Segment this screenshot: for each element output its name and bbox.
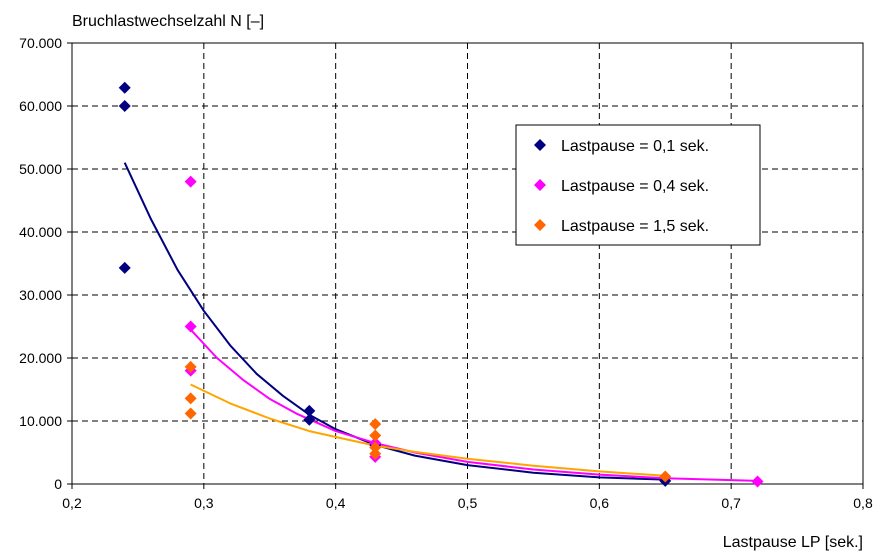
legend: Lastpause = 0,1 sek. Lastpause = 0,4 sek.… — [515, 124, 761, 246]
y-tick-label: 40.000 — [19, 224, 62, 240]
data-point-series-3 — [369, 429, 382, 442]
legend-marker — [534, 179, 546, 191]
data-point-series-1 — [303, 413, 316, 426]
data-point-series-3 — [184, 360, 197, 373]
y-tick-label: 20.000 — [19, 350, 62, 366]
data-point-series-3 — [369, 441, 382, 454]
data-point-series-3 — [369, 447, 382, 460]
legend-marker — [534, 219, 546, 231]
data-point-series-2 — [184, 320, 197, 333]
y-axis-label: Bruchlastwechselzahl N [–] — [72, 13, 264, 30]
x-tick-label: 0,3 — [194, 495, 214, 511]
data-point-series-1 — [118, 100, 131, 112]
x-axis-label: Lastpause LP [sek.] — [723, 534, 863, 551]
x-tick-label: 0,8 — [853, 495, 873, 511]
data-point-series-1 — [118, 81, 131, 94]
legend-entry: Lastpause = 1,5 sek. — [561, 218, 709, 235]
x-tick-label: 0,4 — [326, 495, 346, 511]
legend-marker — [534, 139, 546, 151]
data-points — [118, 81, 764, 488]
y-axis-ticks: 0 10.000 20.000 30.000 40.000 50.000 60.000 70.… — [19, 35, 72, 492]
data-point-series-3 — [369, 418, 382, 431]
grid — [72, 43, 863, 484]
data-point-series-3 — [659, 470, 672, 483]
x-tick-label: 0,2 — [62, 495, 82, 511]
y-tick-label: 70.000 — [19, 35, 62, 51]
data-point-series-2 — [184, 175, 197, 188]
y-tick-label: 50.000 — [19, 161, 62, 177]
legend-entry: Lastpause = 0,4 sek. — [561, 178, 709, 195]
trendline-series-3 — [190, 383, 666, 477]
x-tick-label: 0,7 — [721, 495, 741, 511]
trendline-series-2 — [189, 328, 758, 482]
data-point-series-3 — [184, 392, 197, 405]
y-tick-label: 30.000 — [19, 287, 62, 303]
legend-entry: Lastpause = 0,1 sek. — [561, 138, 709, 155]
y-tick-label: 10.000 — [19, 413, 62, 429]
y-tick-label: 0 — [54, 476, 62, 492]
data-point-series-2 — [751, 475, 764, 488]
y-tick-label: 60.000 — [19, 98, 62, 114]
data-point-series-3 — [184, 407, 197, 420]
data-point-series-1 — [303, 404, 316, 417]
legend-box — [515, 124, 761, 246]
x-tick-label: 0,6 — [590, 495, 610, 511]
data-point-series-1 — [118, 261, 131, 274]
x-tick-label: 0,5 — [458, 495, 478, 511]
x-axis-ticks: 0,2 0,3 0,4 0,5 0,6 0,7 0,8 — [62, 484, 873, 511]
